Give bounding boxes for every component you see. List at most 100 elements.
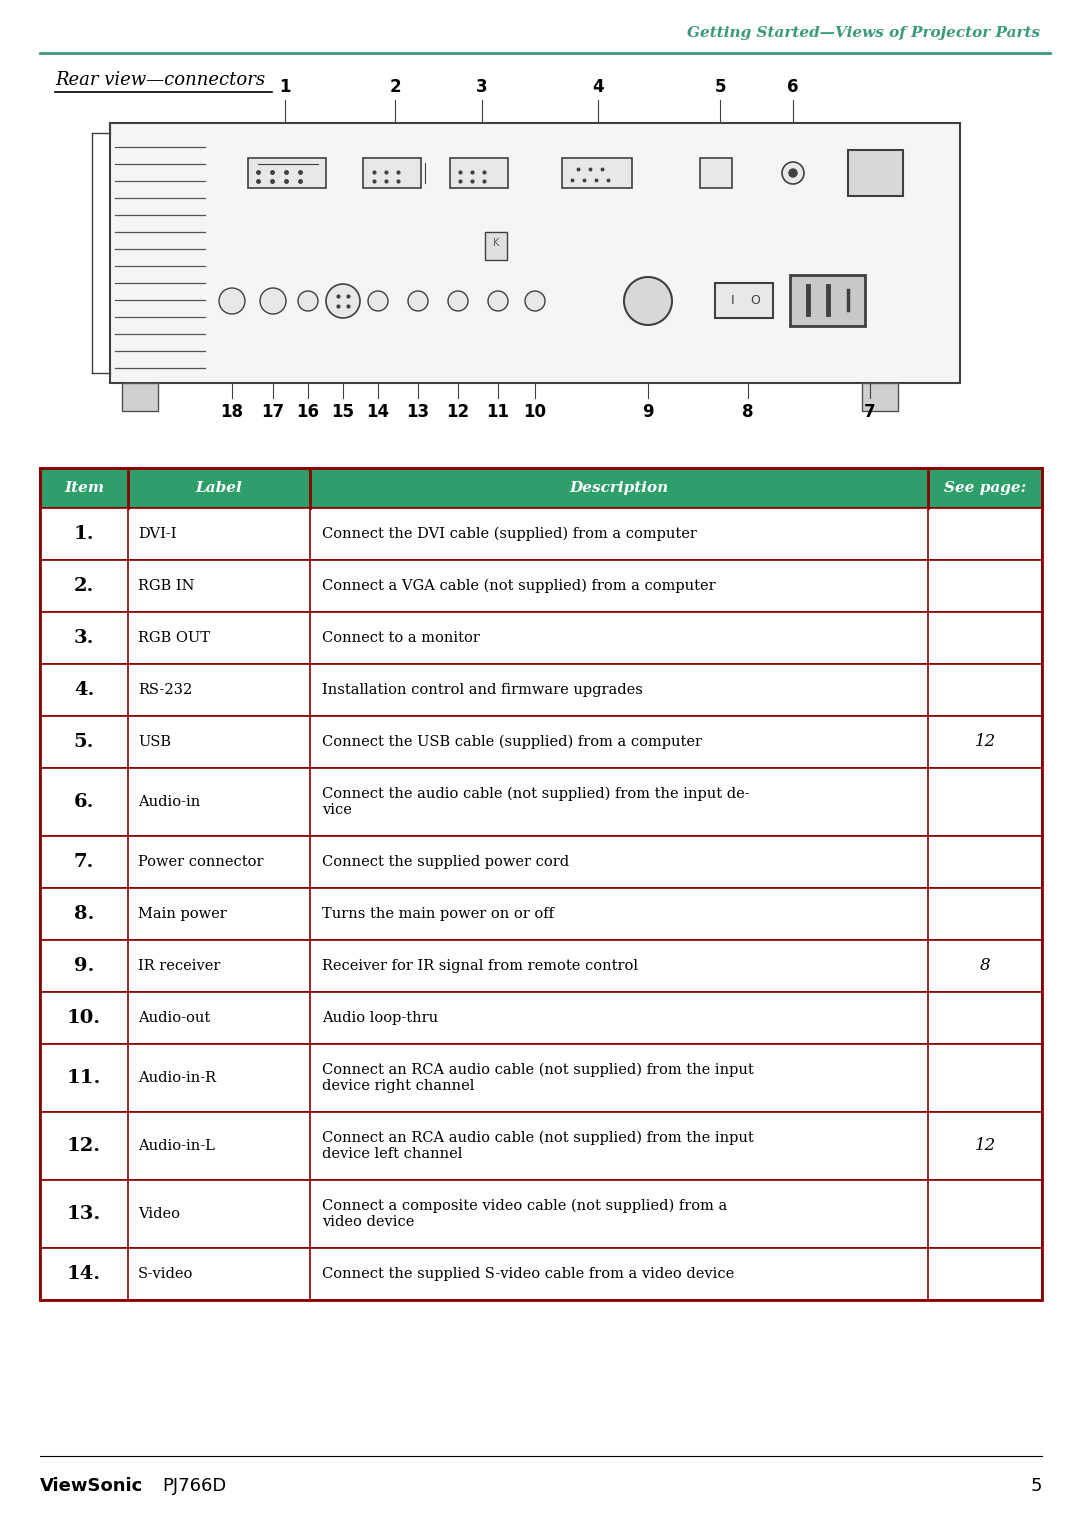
Bar — [40, 1112, 1042, 1180]
Bar — [40, 769, 1042, 836]
Circle shape — [219, 287, 245, 313]
Text: 12.: 12. — [67, 1137, 102, 1155]
Text: Audio-in: Audio-in — [138, 795, 200, 808]
Text: DVI-I: DVI-I — [138, 527, 176, 541]
Text: RGB OUT: RGB OUT — [138, 631, 210, 645]
Text: device left channel: device left channel — [322, 1148, 462, 1161]
Text: Audio-out: Audio-out — [138, 1012, 211, 1025]
Text: Connect the USB cable (supplied) from a computer: Connect the USB cable (supplied) from a … — [322, 735, 702, 749]
Circle shape — [782, 162, 804, 183]
Text: 5.: 5. — [73, 733, 94, 750]
Text: S-video: S-video — [138, 1267, 193, 1280]
Circle shape — [448, 290, 468, 312]
Bar — [40, 468, 1042, 507]
Bar — [40, 507, 1042, 559]
Text: 13.: 13. — [67, 1206, 102, 1222]
Text: 15: 15 — [332, 403, 354, 422]
Text: Connect the supplied S-video cable from a video device: Connect the supplied S-video cable from … — [322, 1267, 734, 1280]
Bar — [110, 122, 960, 384]
Circle shape — [789, 170, 797, 177]
Text: 7: 7 — [864, 403, 876, 422]
Bar — [700, 157, 732, 188]
Bar — [40, 468, 1042, 1300]
Text: 18: 18 — [220, 403, 243, 422]
Text: 17: 17 — [261, 403, 284, 422]
Bar — [789, 275, 865, 325]
Text: 4: 4 — [592, 78, 604, 96]
Text: Getting Started—Views of Projector Parts: Getting Started—Views of Projector Parts — [687, 26, 1040, 40]
Text: Audio loop-thru: Audio loop-thru — [322, 1012, 438, 1025]
Text: I: I — [731, 295, 734, 307]
Circle shape — [368, 290, 388, 312]
Text: 11: 11 — [486, 403, 510, 422]
Bar — [40, 940, 1042, 992]
Text: 9.: 9. — [73, 957, 94, 975]
Text: 10: 10 — [524, 403, 546, 422]
Text: device right channel: device right channel — [322, 1079, 474, 1093]
Text: 2.: 2. — [73, 578, 94, 594]
Text: Connect the DVI cable (supplied) from a computer: Connect the DVI cable (supplied) from a … — [322, 527, 697, 541]
Text: 14: 14 — [366, 403, 390, 422]
Text: 16: 16 — [297, 403, 320, 422]
Text: 1: 1 — [280, 78, 291, 96]
Text: Connect an RCA audio cable (not supplied) from the input: Connect an RCA audio cable (not supplied… — [322, 1131, 754, 1144]
Text: Audio-in-L: Audio-in-L — [138, 1138, 215, 1154]
Circle shape — [624, 277, 672, 325]
Text: 1.: 1. — [73, 526, 94, 542]
Text: Connect to a monitor: Connect to a monitor — [322, 631, 480, 645]
Text: 14.: 14. — [67, 1265, 102, 1284]
Text: USB: USB — [138, 735, 171, 749]
Bar — [40, 665, 1042, 717]
Text: Turns the main power on or off: Turns the main power on or off — [322, 908, 554, 921]
Bar — [40, 1044, 1042, 1112]
Bar — [40, 836, 1042, 888]
Text: RGB IN: RGB IN — [138, 579, 194, 593]
Text: 2: 2 — [389, 78, 401, 96]
Text: Connect the audio cable (not supplied) from the input de-: Connect the audio cable (not supplied) f… — [322, 787, 750, 801]
Text: See page:: See page: — [944, 481, 1026, 495]
Text: 12: 12 — [446, 403, 470, 422]
Bar — [40, 888, 1042, 940]
Text: 9: 9 — [643, 403, 653, 422]
Text: video device: video device — [322, 1215, 415, 1229]
Bar — [40, 1248, 1042, 1300]
Text: K: K — [492, 238, 499, 248]
Bar — [562, 157, 632, 188]
Bar — [485, 232, 507, 260]
Text: Power connector: Power connector — [138, 856, 264, 869]
Text: 5: 5 — [714, 78, 726, 96]
Circle shape — [298, 290, 318, 312]
Bar — [40, 992, 1042, 1044]
Text: Video: Video — [138, 1207, 180, 1221]
Text: Rear view—connectors: Rear view—connectors — [55, 70, 265, 89]
Bar — [715, 283, 773, 318]
Text: 3: 3 — [476, 78, 488, 96]
Bar — [122, 384, 158, 411]
Text: Connect the supplied power cord: Connect the supplied power cord — [322, 856, 569, 869]
Text: 12: 12 — [974, 1137, 996, 1155]
Text: Receiver for IR signal from remote control: Receiver for IR signal from remote contr… — [322, 960, 638, 973]
Circle shape — [488, 290, 508, 312]
Bar — [248, 157, 326, 188]
Circle shape — [260, 287, 286, 313]
Text: 3.: 3. — [73, 630, 94, 646]
Text: Connect a VGA cable (not supplied) from a computer: Connect a VGA cable (not supplied) from … — [322, 579, 716, 593]
Text: ViewSonic: ViewSonic — [40, 1478, 144, 1494]
Circle shape — [408, 290, 428, 312]
Text: 7.: 7. — [73, 853, 94, 871]
Text: 6.: 6. — [73, 793, 94, 811]
Text: 6: 6 — [787, 78, 799, 96]
Bar — [848, 150, 903, 196]
Text: 10.: 10. — [67, 1008, 102, 1027]
Text: 8: 8 — [980, 958, 990, 975]
Text: Connect an RCA audio cable (not supplied) from the input: Connect an RCA audio cable (not supplied… — [322, 1063, 754, 1077]
Text: 4.: 4. — [73, 681, 94, 698]
Text: IR receiver: IR receiver — [138, 960, 220, 973]
Text: 13: 13 — [406, 403, 430, 422]
Text: vice: vice — [322, 804, 352, 817]
Bar — [40, 559, 1042, 613]
Text: 11.: 11. — [67, 1070, 102, 1086]
Text: PJ766D: PJ766D — [162, 1478, 226, 1494]
Circle shape — [525, 290, 545, 312]
Bar — [450, 157, 508, 188]
